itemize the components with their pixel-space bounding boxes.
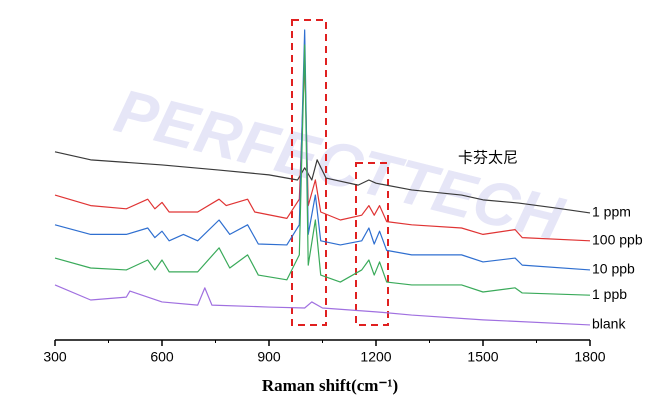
- x-tick-label: 1800: [574, 349, 605, 365]
- highlight-box: [355, 162, 389, 326]
- spectrum-line: [54, 284, 591, 326]
- highlight-box: [291, 19, 327, 326]
- spectrum-line: [54, 29, 591, 271]
- legend-label: 1 ppm: [592, 204, 631, 220]
- x-axis-label: Raman shift(cm⁻¹): [262, 376, 398, 395]
- legend-label: 1 ppb: [592, 286, 627, 302]
- x-tick-label: 600: [150, 349, 174, 365]
- legend-label: 100 ppb: [592, 232, 643, 248]
- spectrum-line: [54, 44, 591, 296]
- annotation: 卡芬太尼: [458, 149, 518, 167]
- legend-label: 10 ppb: [592, 261, 635, 277]
- x-tick-label: 300: [43, 349, 67, 365]
- x-tick-label: 1500: [467, 349, 498, 365]
- x-tick-label: 1200: [360, 349, 391, 365]
- x-tick-label: 900: [257, 349, 281, 365]
- spectrum-line: [54, 151, 591, 214]
- legend-label: blank: [592, 316, 626, 332]
